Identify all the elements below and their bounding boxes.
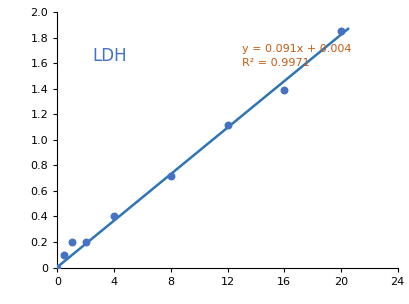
Point <box>167 173 174 178</box>
Point <box>82 240 89 244</box>
Point <box>68 240 75 244</box>
Point <box>337 29 344 34</box>
Text: LDH: LDH <box>92 47 127 65</box>
Point <box>280 88 287 92</box>
Point <box>110 214 117 219</box>
Text: y = 0.091x + 0.004
R² = 0.9971: y = 0.091x + 0.004 R² = 0.9971 <box>241 44 351 68</box>
Point <box>54 265 61 270</box>
Point <box>224 122 230 127</box>
Point <box>61 252 67 257</box>
